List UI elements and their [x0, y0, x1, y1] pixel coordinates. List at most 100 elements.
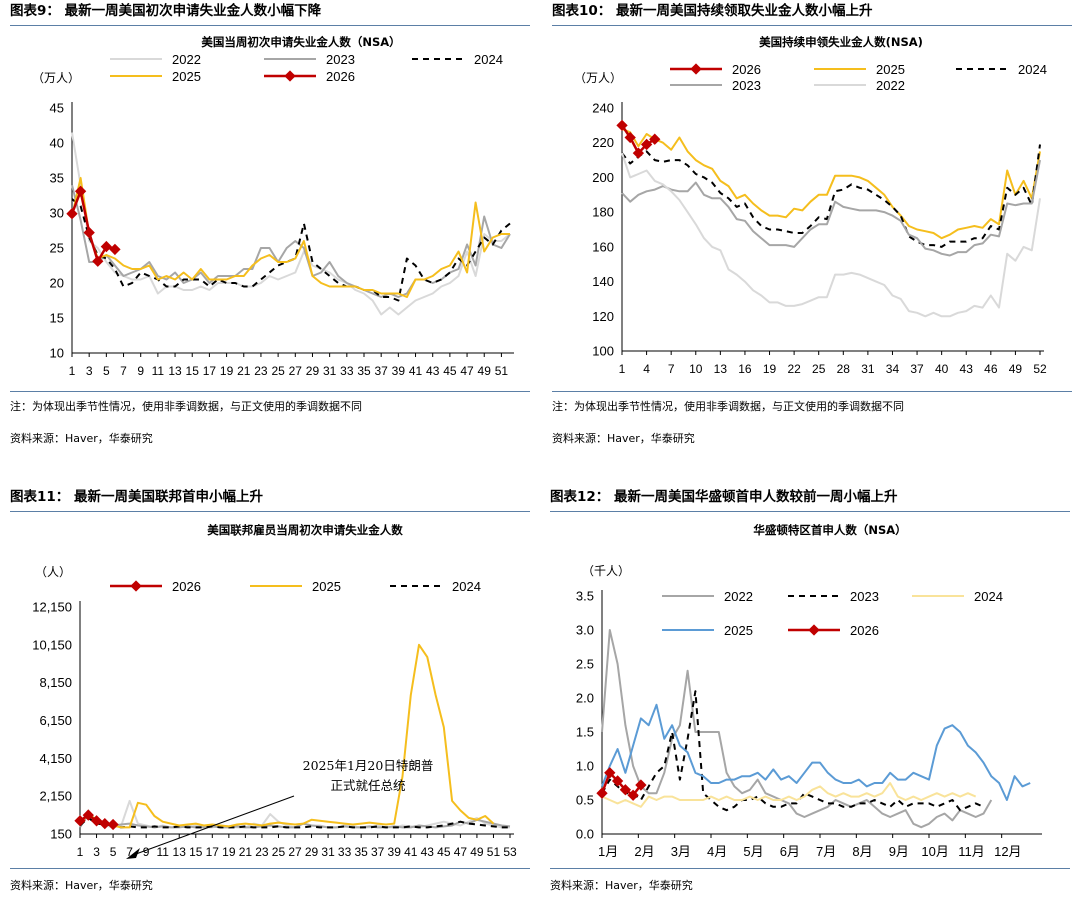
x-tick-label: 27	[289, 364, 303, 378]
x-tick-label: 13	[168, 364, 182, 378]
series-line-2025	[621, 127, 1041, 240]
x-tick-label: 49	[1009, 362, 1023, 376]
x-tick-label: 46	[984, 362, 998, 376]
x-tick-label: 33	[338, 845, 352, 859]
series-marker-2026	[66, 208, 78, 220]
chart-source: 资料来源：Haver，华泰研究	[10, 432, 153, 445]
title-rule	[550, 511, 1070, 512]
panel-heading: 图表9： 最新一周美国初次申请失业金人数小幅下降	[10, 3, 322, 19]
x-tick-label: 53	[503, 845, 517, 859]
y-axis-unit: （千人）	[582, 564, 630, 578]
x-tick-label: 15	[186, 364, 200, 378]
x-tick-label: 21	[237, 364, 251, 378]
chart-note: 注：为体现出季节性情况，使用非季调数据，与正文使用的季调数据不同	[10, 400, 362, 413]
x-tick-label: 45	[443, 364, 457, 378]
x-tick-label: 25	[271, 364, 285, 378]
chart-source: 资料来源：Haver，华泰研究	[550, 879, 693, 892]
washington-claims-chart: 华盛顿特区首申人数（NSA） （千人） 0.0 0.5 1.0 1.5 2.0 2.5 3.0 3…	[576, 523, 1042, 859]
series-line-2024	[79, 816, 510, 829]
legend-label-2023: 2023	[732, 78, 761, 93]
y-tick-label: 0.5	[576, 793, 594, 808]
x-tick-label: 15	[189, 845, 203, 859]
y-axis-unit: （人）	[35, 565, 71, 579]
series-line-2023	[621, 159, 1041, 257]
series-line-2025	[601, 703, 1031, 801]
x-tick-label: 47	[454, 845, 468, 859]
x-tick-label: 37	[910, 362, 924, 376]
panel-heading: 图表12： 最新一周美国华盛顿首申人数较前一周小幅上升	[550, 489, 898, 505]
series-line-2022	[601, 629, 993, 829]
legend-label-2026: 2026	[850, 623, 879, 638]
x-tick-label: 3月	[671, 844, 691, 859]
x-tick-label: 39	[392, 364, 406, 378]
panel-heading: 图表11： 最新一周美国联邦首申小幅上升	[10, 489, 263, 505]
x-tick-label: 4	[643, 362, 650, 376]
x-tick-label: 3	[93, 845, 100, 859]
y-tick-label: 20	[50, 276, 64, 291]
series-marker-2026	[635, 779, 647, 791]
x-tick-label: 8月	[852, 844, 872, 859]
panel-washington-claims: 图表12： 最新一周美国华盛顿首申人数较前一周小幅上升 华盛顿特区首申人数（NS…	[550, 486, 1070, 897]
y-tick-label: 4,150	[39, 751, 72, 766]
y-tick-label: 100	[592, 344, 614, 359]
y-tick-label: 0.0	[576, 827, 594, 842]
legend-marker-2026	[808, 624, 820, 636]
legend-label-2024: 2024	[452, 579, 481, 594]
series-marker-2026	[611, 775, 624, 787]
legend-label-2025: 2025	[172, 69, 201, 84]
bottom-rule	[552, 391, 1072, 392]
series-marker-2026	[74, 185, 87, 197]
y-tick-label: 6,150	[39, 713, 72, 728]
y-tick-label: 30	[50, 206, 64, 221]
legend-label-2022: 2022	[724, 589, 753, 604]
x-tick-label: 41	[409, 364, 423, 378]
x-tick-label: 19	[220, 364, 234, 378]
series-line-2025	[71, 177, 510, 298]
chart-source: 资料来源：Haver，华泰研究	[10, 879, 153, 892]
x-tick-label: 13	[714, 362, 728, 376]
title-rule	[10, 511, 530, 512]
chart-title: 美国当周初次申请失业金人数（NSA）	[201, 35, 400, 49]
bottom-rule	[550, 868, 1070, 869]
x-tick-label: 7月	[816, 844, 836, 859]
x-tick-label: 11	[152, 364, 165, 378]
y-tick-label: 35	[50, 171, 64, 186]
x-tick-label: 51	[495, 364, 509, 378]
panel-heading: 图表10： 最新一周美国持续领取失业金人数小幅上升	[552, 3, 873, 19]
x-tick-label: 31	[321, 845, 335, 859]
legend-marker-2026	[284, 70, 296, 82]
y-tick-label: 1.5	[576, 725, 594, 740]
x-tick-label: 7	[126, 845, 133, 859]
legend-label-2026: 2026	[732, 62, 761, 77]
x-tick-label: 13	[173, 845, 187, 859]
annotation-arrow-line	[135, 795, 295, 855]
series-marker-2026	[82, 809, 94, 821]
y-tick-label: 180	[592, 205, 614, 220]
y-tick-label: 40	[50, 136, 64, 151]
x-tick-label: 52	[1033, 362, 1047, 376]
legend-label-2024: 2024	[1018, 62, 1047, 77]
x-tick-label: 22	[787, 362, 801, 376]
legend-label-2026: 2026	[172, 579, 201, 594]
legend-label-2023: 2023	[850, 589, 879, 604]
y-tick-label: 220	[592, 135, 614, 150]
x-tick-label: 9	[137, 364, 144, 378]
y-tick-label: 8,150	[39, 675, 72, 690]
legend-label-2022: 2022	[876, 78, 905, 93]
x-tick-label: 11月	[958, 844, 985, 859]
x-tick-label: 19	[222, 845, 236, 859]
x-tick-label: 17	[206, 845, 220, 859]
x-tick-label: 16	[738, 362, 752, 376]
x-tick-label: 49	[470, 845, 484, 859]
y-tick-label: 160	[592, 239, 614, 254]
y-tick-label: 2.0	[576, 691, 594, 706]
panel-initial-claims: 图表9： 最新一周美国初次申请失业金人数小幅下降 美国当周初次申请失业金人数（N…	[10, 0, 530, 450]
x-tick-label: 29	[306, 364, 320, 378]
chart-title: 美国持续申领失业金人数(NSA)	[759, 35, 923, 49]
title-rule	[552, 25, 1072, 26]
y-tick-label: 15	[50, 311, 64, 326]
x-tick-label: 1	[619, 362, 626, 376]
x-tick-label: 1	[77, 845, 84, 859]
federal-claims-chart: 美国联邦雇员当周初次申请失业金人数 （人） 150 2,150 4,150 6,150 8,…	[32, 523, 517, 859]
